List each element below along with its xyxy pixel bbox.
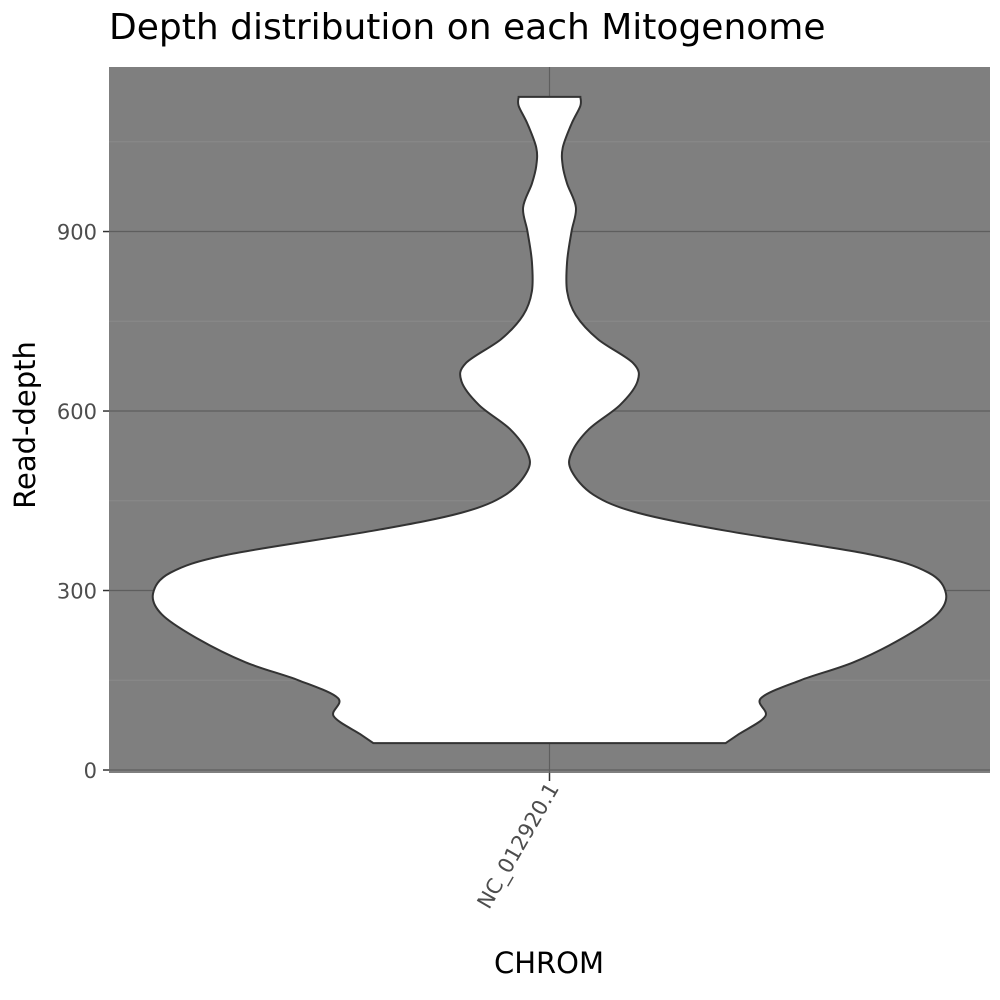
violin-shape: [151, 95, 948, 745]
y-tick-label: 900: [57, 221, 97, 245]
y-axis: 0 300 600 900: [57, 221, 109, 783]
y-tick-label: 600: [57, 400, 97, 424]
chart-title: Depth distribution on each Mitogenome: [109, 7, 826, 48]
y-axis-title: Read-depth: [8, 341, 42, 509]
y-tick-label: 0: [84, 759, 97, 783]
x-axis-title: CHROM: [494, 946, 604, 980]
y-tick-label: 300: [57, 580, 97, 604]
violins: [151, 95, 948, 745]
x-axis: NC_012920.1: [473, 773, 565, 913]
x-tick-label: NC_012920.1: [473, 779, 565, 914]
